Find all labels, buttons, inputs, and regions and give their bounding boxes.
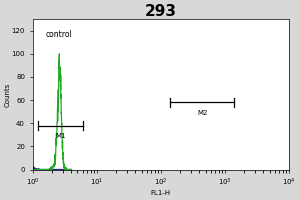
X-axis label: FL1-H: FL1-H	[151, 190, 171, 196]
Y-axis label: Counts: Counts	[4, 82, 10, 107]
Text: M1: M1	[55, 133, 65, 139]
Text: M2: M2	[197, 110, 208, 116]
Text: control: control	[46, 30, 72, 39]
Title: 293: 293	[145, 4, 177, 19]
